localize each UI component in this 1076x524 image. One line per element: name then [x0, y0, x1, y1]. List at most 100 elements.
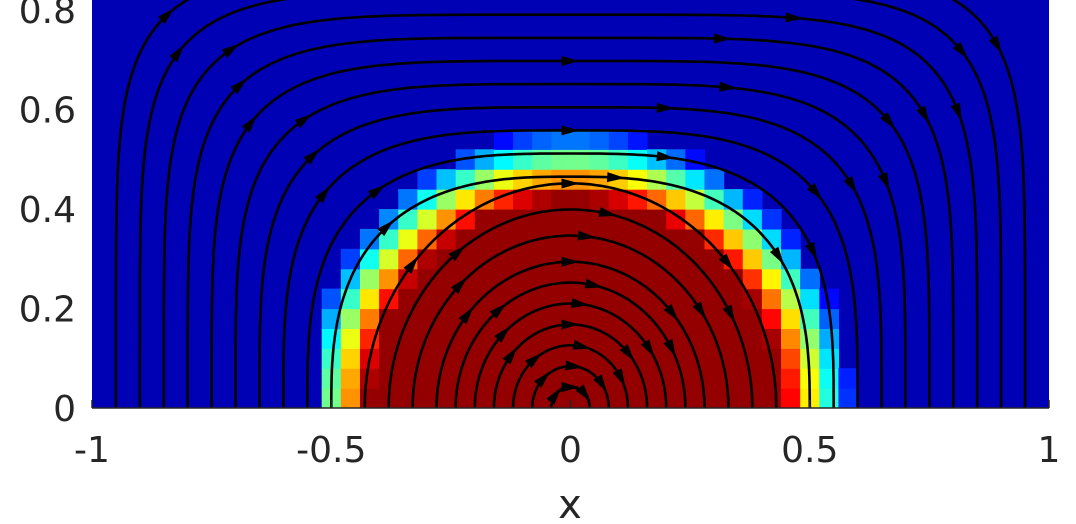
heatmap-cell — [781, 328, 801, 349]
heatmap-cell — [704, 388, 725, 408]
heatmap-cell — [647, 248, 667, 270]
heatmap-cell — [398, 268, 418, 290]
heatmap-cell — [800, 268, 820, 290]
heatmap-cell — [589, 288, 610, 310]
heatmap-cell — [493, 388, 514, 408]
heatmap-cell — [761, 228, 782, 250]
streamline-arrow — [403, 256, 419, 274]
heatmap-cell — [474, 308, 495, 329]
streamline — [330, 175, 812, 408]
heatmap-cell — [532, 288, 552, 310]
heatmap-cell — [704, 209, 725, 230]
streamline-arrow — [805, 241, 818, 261]
heatmap-cell — [647, 169, 667, 190]
streamline-arrow — [561, 382, 580, 393]
x-tick-label: -1 — [74, 430, 110, 471]
heatmap-cell — [819, 328, 840, 349]
heatmap-cell — [340, 388, 361, 408]
streamline-arrow — [575, 384, 591, 402]
streamline-arrow — [785, 12, 804, 23]
streamline-arrow — [593, 374, 607, 393]
streamline — [411, 234, 730, 408]
streamline-arrow — [692, 301, 707, 320]
heatmap-cell — [608, 388, 629, 408]
heatmap-cell — [742, 189, 763, 210]
heatmap-cell — [685, 388, 706, 408]
y-tick-label: 0 — [53, 389, 76, 430]
heatmap-cell — [570, 348, 591, 369]
heatmap-cell — [781, 248, 801, 270]
heatmap-cell — [723, 288, 744, 310]
heatmap-cell — [647, 288, 667, 310]
heatmap-cell — [417, 268, 438, 290]
heatmap-cell — [742, 248, 763, 270]
y-tick-label: 0.8 — [19, 0, 76, 32]
heatmap-cell — [398, 228, 418, 250]
streamline-arrow — [663, 303, 679, 322]
streamline-arrow — [598, 206, 618, 217]
heatmap-cell — [359, 388, 380, 408]
heatmap-cell — [455, 328, 476, 349]
streamline-arrow — [619, 344, 635, 362]
heatmap-cell — [474, 189, 495, 210]
heatmap-cell — [513, 288, 533, 310]
heatmap-cell — [647, 189, 667, 210]
streamlines — [114, 0, 1027, 408]
heatmap-cell — [551, 129, 572, 150]
heatmap-cell — [474, 248, 495, 270]
heatmap-cell — [704, 308, 725, 329]
heatmap-cell — [819, 368, 840, 389]
heatmap-cell — [742, 328, 763, 349]
heatmap-cell — [685, 248, 706, 270]
heatmap-cell — [781, 228, 801, 250]
heatmap-cell — [398, 348, 418, 369]
streamline-arrow — [169, 44, 185, 63]
streamline-arrow — [843, 175, 857, 194]
heatmap-cell — [608, 288, 629, 310]
heatmap-cell — [532, 189, 552, 210]
streamline-arrow — [367, 184, 386, 200]
heatmap-cell — [398, 189, 418, 210]
heatmap-cell — [493, 228, 514, 250]
heatmap-cell — [417, 368, 438, 389]
streamline-arrow — [806, 182, 823, 201]
x-tick-label: -0.5 — [296, 430, 366, 471]
streamline-arrow — [612, 368, 626, 387]
heatmap-cell — [723, 348, 744, 369]
axes: -1 -0.5 0 0.5 1 0 0.2 0.4 0.6 0.8 — [19, 0, 1061, 471]
heatmap-cell — [704, 169, 725, 190]
heatmap-cell — [685, 268, 706, 290]
heatmap-cell — [819, 388, 840, 408]
heatmap-cell — [608, 248, 629, 270]
heatmap-cell — [398, 209, 418, 230]
heatmap-cell — [417, 228, 438, 250]
heatmap-cell — [551, 169, 572, 190]
heatmap-cell — [321, 288, 342, 310]
streamline-arrow — [561, 178, 580, 189]
heatmap-cell — [455, 388, 476, 408]
heatmap-cell — [417, 288, 438, 310]
heatmap-cell — [838, 368, 859, 389]
streamline-arrow — [546, 387, 562, 405]
heatmap-cell — [398, 388, 418, 408]
heatmap-cell — [761, 288, 782, 310]
heatmap-cell — [340, 368, 361, 389]
heatmap-cell — [589, 129, 610, 150]
heatmap-cell — [417, 169, 438, 190]
streamline-arrow — [561, 319, 580, 330]
heatmap-cell — [627, 149, 648, 170]
streamline-arrow — [719, 81, 738, 92]
heatmap-cell — [570, 209, 591, 230]
heatmap-cell — [647, 268, 667, 290]
streamline-arrow — [230, 78, 248, 95]
heatmap-cell — [551, 228, 572, 250]
heatmap-cell — [800, 288, 820, 310]
streamline-arrow — [534, 371, 551, 388]
heatmap-cell — [685, 209, 706, 230]
heatmap-cell — [723, 268, 744, 290]
heatmap-cell — [704, 268, 725, 290]
heatmap-cell — [647, 388, 667, 408]
heatmap-cell — [474, 169, 495, 190]
streamline-arrow — [221, 43, 240, 58]
heatmap-cell — [570, 189, 591, 210]
